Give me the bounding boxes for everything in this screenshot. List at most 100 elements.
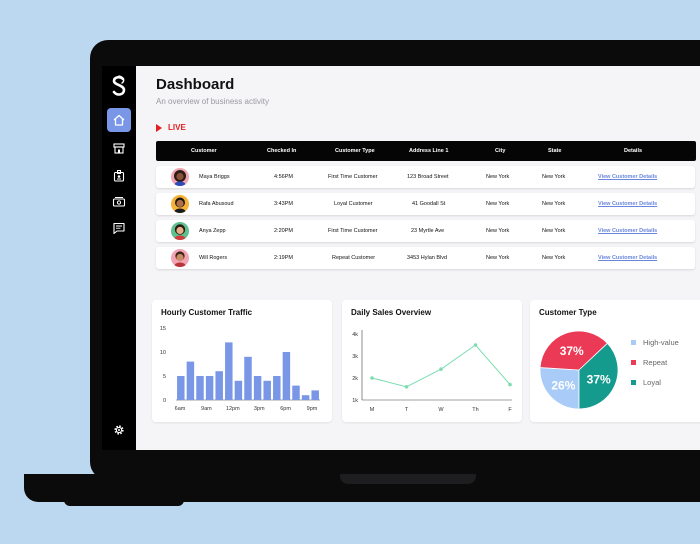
column-header-details: Details: [624, 148, 643, 154]
column-header-address: Address Line 1: [409, 148, 449, 154]
table-row[interactable]: Will Rogers 2:19PM Repeat Customer 3453 …: [156, 247, 695, 269]
state: New York: [542, 228, 566, 234]
table-header: Customer Checked In Customer Type Addres…: [156, 141, 696, 161]
traffic-bar: [225, 342, 233, 400]
sidebar-item-id-badge[interactable]: [107, 164, 131, 188]
x-tick-label: M: [370, 407, 375, 413]
live-label: LIVE: [168, 123, 186, 132]
sales-point: [439, 367, 443, 371]
table-row[interactable]: Anya Zepp 2:20PM First Time Customer 23 …: [156, 220, 695, 242]
state: New York: [542, 174, 566, 180]
live-indicator: LIVE: [156, 123, 186, 132]
x-tick-label: Th: [472, 407, 478, 413]
dashboard-screen: Dashboard An overview of business activi…: [102, 66, 700, 450]
laptop-foot: [64, 500, 184, 506]
checked-in-time: 2:19PM: [274, 255, 293, 261]
traffic-bar: [301, 395, 310, 400]
pie-value-label: 37%: [587, 373, 611, 387]
traffic-bar: [263, 380, 271, 400]
sidebar-item-cash[interactable]: [107, 190, 131, 214]
x-tick-label: 12pm: [226, 406, 240, 412]
traffic-bar: [253, 376, 262, 400]
legend-swatch: [631, 340, 636, 345]
y-tick-label: 4k: [352, 332, 358, 338]
x-tick-label: 6pm: [280, 406, 291, 412]
column-header-city: City: [495, 148, 506, 154]
x-tick-label: F: [508, 407, 512, 413]
city: New York: [486, 174, 510, 180]
customer-name: Maya Briggs: [199, 174, 230, 180]
legend-label: Repeat: [643, 358, 668, 367]
y-tick-label: 0: [163, 398, 166, 404]
address: 41 Goodall St: [412, 201, 446, 207]
customer-type-card: Customer Type 26% 37% 37% High-value Repea…: [530, 300, 700, 422]
traffic-bar: [244, 356, 252, 400]
pie-slice-repeat: [539, 330, 608, 371]
avatar: [171, 168, 189, 186]
sales-point: [404, 385, 409, 389]
customer-type: Loyal Customer: [334, 201, 373, 207]
page-subtitle: An overview of business activity: [156, 97, 269, 106]
view-customer-details-link[interactable]: View Customer Details: [598, 228, 658, 234]
traffic-bar: [205, 376, 214, 400]
x-tick-label: 6am: [175, 406, 186, 412]
traffic-bar: [234, 380, 243, 400]
city: New York: [486, 201, 510, 207]
y-tick-label: 2k: [352, 376, 358, 382]
sales-line: [371, 344, 511, 388]
traffic-bar: [177, 376, 185, 400]
pie-value-label: 37%: [560, 344, 584, 358]
x-tick-label: T: [405, 407, 409, 413]
view-customer-details-link[interactable]: View Customer Details: [598, 201, 658, 207]
city: New York: [486, 228, 510, 234]
view-customer-details-link[interactable]: View Customer Details: [598, 174, 658, 180]
table-row[interactable]: Maya Briggs 4:56PM First Time Customer 1…: [156, 166, 695, 188]
address: 23 Myrtle Ave: [411, 228, 445, 234]
column-header-customer-type: Customer Type: [335, 148, 375, 154]
customer-name: Will Rogers: [199, 255, 228, 261]
checked-in-time: 3:43PM: [274, 201, 293, 207]
cash-icon: [112, 197, 126, 207]
avatar: [171, 195, 189, 213]
checked-in-time: 2:20PM: [274, 228, 293, 234]
table-row[interactable]: Rafa Abusoud 3:43PM Loyal Customer 41 Go…: [156, 193, 695, 215]
y-tick-label: 3k: [352, 354, 358, 360]
hourly-traffic-chart: 0 5 10 15 6am 9am 12pm 3pm 6pm 9pm: [160, 326, 320, 412]
traffic-bar: [311, 390, 319, 400]
legend-swatch: [631, 380, 636, 385]
legend-label: Loyal: [643, 378, 661, 387]
state: New York: [542, 201, 566, 207]
laptop-notch: [340, 474, 476, 484]
traffic-bar: [196, 376, 204, 400]
sidebar-item-home[interactable]: [107, 108, 131, 132]
x-tick-label: W: [438, 407, 444, 413]
daily-sales-title: Daily Sales Overview: [351, 308, 432, 317]
column-header-checked-in: Checked In: [267, 148, 297, 154]
daily-sales-card: Daily Sales Overview 1k 2k 3k 4k M T W Th F: [342, 300, 522, 422]
customer-type: First Time Customer: [328, 174, 378, 180]
sales-point: [473, 343, 478, 347]
legend-loyal: Loyal: [631, 378, 661, 387]
settings-button[interactable]: [107, 418, 131, 442]
pie-slice-loyal: [578, 342, 619, 410]
legend-label: High-value: [643, 338, 679, 347]
y-tick-label: 15: [160, 326, 166, 332]
column-header-customer: Customer: [191, 148, 217, 154]
store-icon: [113, 143, 125, 154]
s-logo-icon[interactable]: [110, 75, 128, 97]
traffic-bar: [215, 371, 223, 400]
avatar: [171, 249, 189, 267]
address: 3453 Hylan Blvd: [407, 255, 448, 261]
sidebar-item-store[interactable]: [107, 136, 131, 160]
y-tick-label: 1k: [352, 398, 358, 404]
sidebar-item-messages[interactable]: [107, 216, 131, 240]
view-customer-details-link[interactable]: View Customer Details: [598, 255, 658, 261]
page-title: Dashboard: [156, 76, 235, 93]
city: New York: [486, 255, 510, 261]
pie-slice-high-value: [539, 367, 580, 410]
id-badge-icon: [113, 170, 125, 182]
address: 123 Broad Street: [407, 174, 449, 180]
sidebar: [102, 66, 136, 450]
y-tick-label: 5: [163, 374, 166, 380]
state: New York: [542, 255, 566, 261]
